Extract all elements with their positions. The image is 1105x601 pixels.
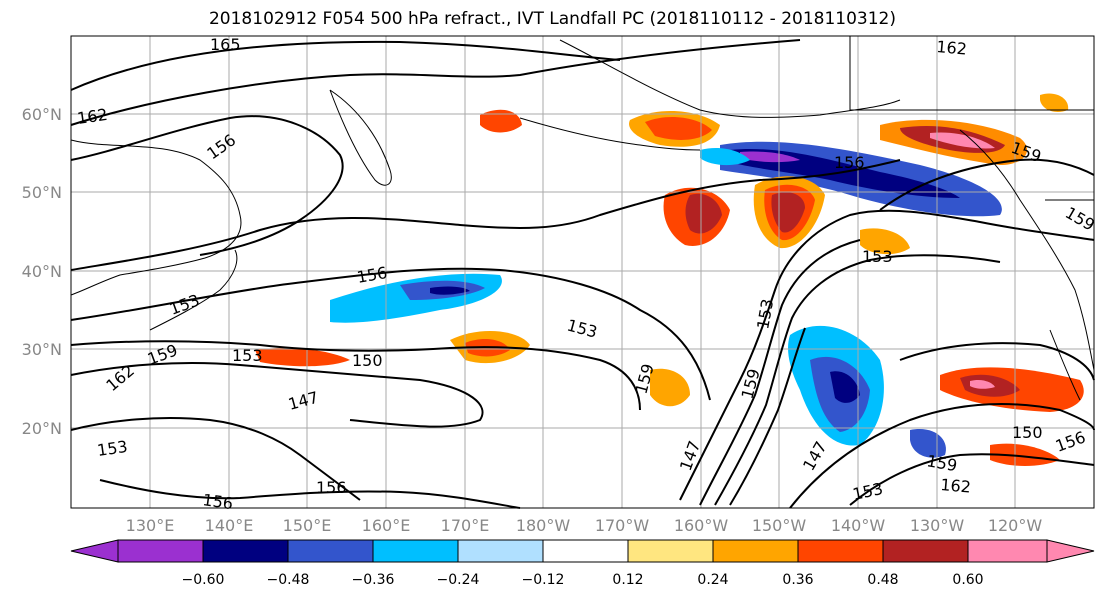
contour-line [70,159,901,271]
colorbar-extend-low [70,539,119,563]
lat-label: 50°N [21,183,62,202]
negative-anomaly-patch [430,286,470,295]
colorbar-tick-label: −0.36 [351,572,395,588]
contour-line [70,115,344,256]
colorbar-tick-label: −0.60 [181,572,225,588]
contour-label: 150 [352,351,383,370]
contour-line [679,209,1095,501]
lat-label: 20°N [21,419,62,438]
contour-label: 153 [232,346,263,365]
contour-line [70,417,361,501]
contour-label: 150 [1012,423,1043,442]
positive-anomaly-patch [990,443,1060,466]
colorbar-segment [117,539,204,563]
contour-label: 156 [201,490,234,513]
contour-line [70,267,711,401]
contour-line [729,327,806,506]
graticule [71,36,1094,508]
contour-line [899,342,1095,381]
positive-anomaly-patch [1040,93,1069,112]
coastline-baja [1049,329,1081,401]
colorbar-segment [967,539,1048,563]
refractivity-contours [70,39,1095,509]
contour-line [789,403,1095,509]
positive-anomaly-patch [771,192,805,233]
lon-label: 180°W [515,516,571,535]
negative-anomaly-patch [700,148,750,166]
lon-label: 160°E [361,516,411,535]
colorbar-tick-label: 0.24 [697,572,729,588]
contour-line [70,362,484,428]
contour-label: 153 [96,437,129,460]
contour-label: 162 [76,105,109,128]
lon-label: 130°W [909,516,965,535]
contour-line [70,340,641,411]
contour-line [99,479,521,509]
positive-anomaly-patch [930,132,995,149]
contour-label: 153 [862,247,893,266]
colorbar-segment [797,539,884,563]
lat-label: 60°N [21,105,62,124]
colorbar-tick-label: 0.48 [867,572,899,588]
contour-line [70,40,621,91]
contour-label: 165 [210,35,241,54]
contour-label: 162 [940,475,972,497]
positive-anomaly-patch [645,116,712,140]
negative-anomaly-patch [830,371,860,403]
coastline-asia [70,139,242,296]
contour-line [714,254,1001,506]
positive-anomaly-patch [860,228,910,255]
coastline-aleutians [519,117,701,151]
map-frame [70,35,1095,509]
colorbar-segment [542,539,629,563]
contour-label: 156 [834,153,865,172]
lon-label: 170°E [440,516,490,535]
lon-label: 140°W [830,516,886,535]
colorbar [70,539,1095,563]
positive-anomaly-patch [970,379,995,389]
contour-label: 162 [936,37,968,59]
negative-anomaly-patch [740,151,800,163]
lon-label: 150°W [751,516,807,535]
lat-label: 40°N [21,262,62,281]
lat-label: 30°N [21,340,62,359]
contour-line [70,39,801,126]
positive-anomaly-patch [255,348,350,367]
colorbar-segment [287,539,374,563]
border-canada [849,36,1094,111]
colorbar-segment [712,539,799,563]
map-title: 2018102912 F054 500 hPa refract., IVT La… [208,9,896,29]
anomaly-shading [255,93,1084,466]
colorbar-segment [882,539,969,563]
lon-label: 160°W [673,516,729,535]
colorbar-tick-label: −0.12 [521,572,565,588]
colorbar-tick-label: 0.60 [952,572,984,588]
lon-label: 140°E [204,516,254,535]
colorbar-tick-label: −0.48 [266,572,310,588]
colorbar-segment [202,539,289,563]
colorbar-segment [627,539,714,563]
colorbar-tick-label: 0.36 [782,572,814,588]
colorbar-tick-label: −0.24 [436,572,480,588]
coastline-kamchatka [329,89,392,186]
lon-label: 170°W [594,516,650,535]
colorbar-segment [457,539,544,563]
contour-line [699,239,861,506]
lon-label: 120°W [987,516,1043,535]
positive-anomaly-patch [685,193,722,234]
colorbar-extend-high [1046,539,1095,563]
lon-label: 130°E [125,516,175,535]
colorbar-tick-label: 0.12 [612,572,644,588]
lon-label: 150°E [282,516,332,535]
positive-anomaly-patch [650,368,690,407]
contour-line [879,158,1095,211]
colorbar-segment [372,539,459,563]
positive-anomaly-patch [480,109,522,133]
coastline-japan [149,249,238,331]
contour-line [849,453,1095,506]
coastlines [70,36,1095,401]
contour-label: 156 [316,478,347,497]
